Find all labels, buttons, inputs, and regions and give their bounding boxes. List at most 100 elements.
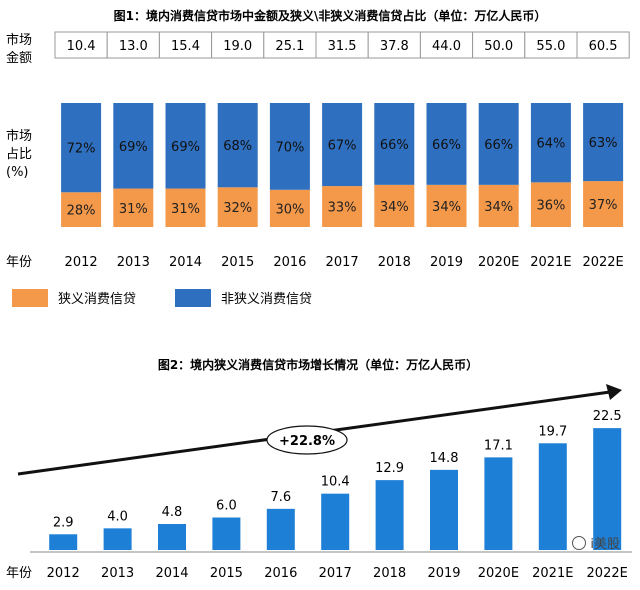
amount-cell-2022e [576, 31, 630, 59]
growth-year-2019: 2019 [427, 566, 460, 581]
growth-value-2016: 7.6 [270, 490, 291, 505]
amount-value-2014: 15.4 [171, 39, 200, 54]
year-label-2017: 2017 [326, 255, 359, 270]
label-narrow-2016: 30% [275, 202, 304, 217]
label-non-narrow-2014: 69% [171, 140, 200, 155]
amount-cell-2013 [106, 31, 160, 59]
growth-year-2016: 2016 [264, 566, 297, 581]
label-narrow-2013: 31% [119, 202, 148, 217]
amount-value-2017: 31.5 [328, 39, 357, 54]
year-row-label: 年份 [6, 255, 32, 270]
bar-narrow-2020e [478, 184, 519, 227]
growth-value-2021e: 19.7 [538, 424, 567, 439]
growth-bar-2018 [375, 480, 404, 550]
growth-rate-label: +22.8% [279, 434, 335, 449]
bar-narrow-2021e [530, 182, 571, 227]
growth-year-2013: 2013 [101, 566, 134, 581]
year-label-2021e: 2021E [530, 255, 571, 270]
chart2: 图2：境内狭义消费信贷市场增长情况（单位：万亿人民币） +22.8% 年份 2.… [6, 357, 632, 581]
bar-non-narrow-2018 [374, 103, 415, 185]
growth-value-2012: 2.9 [53, 515, 74, 530]
bar-narrow-2016 [269, 189, 310, 227]
label-non-narrow-2018: 66% [380, 138, 409, 153]
growth-bar-2020e [484, 457, 513, 550]
amount-value-2021e: 55.0 [536, 39, 565, 54]
growth-year-2015: 2015 [210, 566, 243, 581]
legend-narrow-label: 狭义消费信贷 [58, 292, 136, 307]
amount-value-2015: 19.0 [223, 39, 252, 54]
growth-value-2017: 10.4 [321, 475, 350, 490]
growth-year-2020e: 2020E [478, 566, 519, 581]
label-non-narrow-2013: 69% [119, 140, 148, 155]
label-narrow-2020e: 34% [484, 200, 513, 215]
year-label-2022e: 2022E [582, 255, 623, 270]
growth-year-2012: 2012 [47, 566, 80, 581]
amount-cell-2020e [472, 31, 526, 59]
label-non-narrow-2020e: 66% [484, 138, 513, 153]
growth-value-2022e: 22.5 [593, 409, 622, 424]
growth-bar-2017 [321, 493, 350, 550]
growth-bar-2016 [266, 508, 295, 550]
amount-cell-2021e [524, 31, 578, 59]
year-label-2014: 2014 [169, 255, 202, 270]
label-narrow-2018: 34% [380, 200, 409, 215]
bar-narrow-2013 [113, 188, 154, 227]
legend-non-narrow-label: 非狭义消费信贷 [221, 292, 312, 307]
growth-value-2020e: 17.1 [484, 438, 513, 453]
label-non-narrow-2016: 70% [275, 140, 304, 155]
bar-narrow-2017 [322, 186, 363, 227]
amount-value-2020e: 50.0 [484, 39, 513, 54]
year-label-2016: 2016 [273, 255, 306, 270]
amount-value-2019: 44.0 [432, 39, 461, 54]
share-row-label-1: 市场 [6, 128, 32, 144]
label-narrow-2014: 31% [171, 202, 200, 217]
bar-non-narrow-2019 [426, 103, 467, 185]
year-label-2013: 2013 [117, 255, 150, 270]
year-label-2012: 2012 [65, 255, 98, 270]
growth-bar-2019 [430, 469, 458, 550]
growth-year-2017: 2017 [319, 566, 352, 581]
growth-value-2014: 4.8 [162, 505, 183, 520]
amount-cell-2017 [315, 31, 369, 59]
chart1-title: 图1：境内消费信贷市场中金额及狭义\非狭义消费信贷占比（单位：万亿人民币） [114, 8, 547, 23]
legend-narrow-swatch [12, 289, 48, 307]
amount-value-2022e: 60.5 [589, 39, 618, 54]
bar-narrow-2022e [583, 181, 624, 227]
growth-bar-2015 [212, 517, 241, 550]
label-non-narrow-2012: 72% [67, 142, 96, 157]
watermark-text: i美股 [590, 537, 620, 552]
growth-bar-2022e [593, 428, 622, 550]
bar-narrow-2019 [426, 184, 467, 227]
year-label-2020e: 2020E [478, 255, 519, 270]
bar-narrow-2012 [61, 192, 102, 227]
bar-non-narrow-2020e [478, 103, 519, 185]
growth-value-2019: 14.8 [430, 451, 459, 466]
label-non-narrow-2015: 68% [223, 139, 252, 154]
growth-year-2021e: 2021E [532, 566, 573, 581]
bar-non-narrow-2015 [217, 103, 258, 188]
bar-non-narrow-2012 [61, 103, 102, 193]
label-narrow-2019: 34% [432, 200, 461, 215]
chart2-title: 图2：境内狭义消费信贷市场增长情况（单位：万亿人民币） [158, 357, 478, 372]
label-narrow-2017: 33% [328, 201, 357, 216]
year-label-2019: 2019 [430, 255, 463, 270]
amount-value-2012: 10.4 [67, 39, 96, 54]
growth-bar-2014 [158, 524, 186, 550]
growth-bar-2021e [538, 443, 567, 550]
growth-year-2022e: 2022E [587, 566, 628, 581]
bar-non-narrow-2016 [269, 103, 310, 190]
growth-value-2013: 4.0 [107, 509, 128, 524]
growth-bar-2013 [103, 528, 132, 550]
chart2-xlabel: 年份 [6, 566, 32, 581]
label-non-narrow-2019: 66% [432, 138, 461, 153]
amount-row-label-1: 市场 [6, 32, 32, 48]
bar-narrow-2018 [374, 184, 415, 227]
growth-rate-ellipse [266, 425, 348, 455]
amount-cell-2018 [367, 31, 421, 59]
label-narrow-2015: 32% [223, 201, 252, 216]
share-row-label-2: 占比 [6, 147, 32, 162]
label-non-narrow-2017: 67% [328, 139, 357, 154]
label-non-narrow-2021e: 64% [536, 137, 565, 152]
year-label-2018: 2018 [378, 255, 411, 270]
label-narrow-2022e: 37% [589, 198, 618, 213]
